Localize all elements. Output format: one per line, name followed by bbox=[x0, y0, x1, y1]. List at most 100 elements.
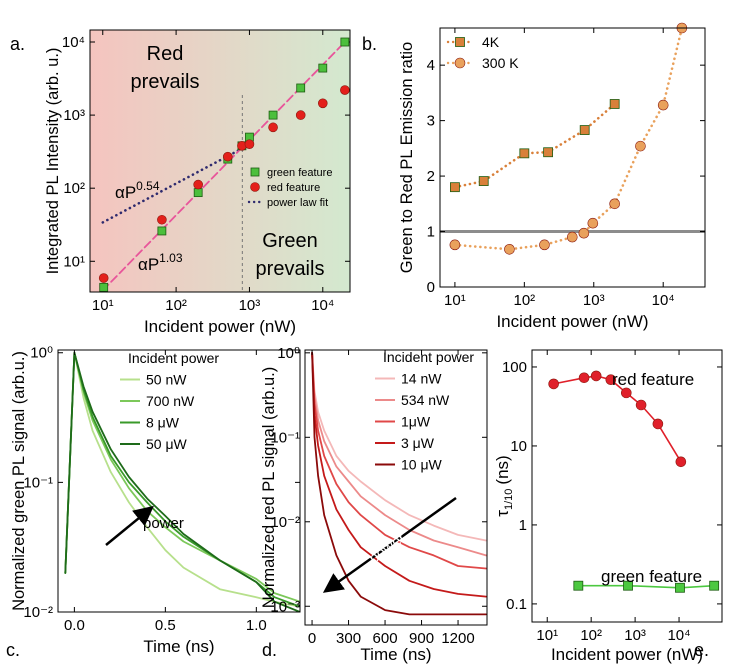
plot-area bbox=[440, 28, 705, 251]
series-line bbox=[101, 147, 244, 224]
marker bbox=[268, 122, 278, 133]
legend-title: Incident power bbox=[383, 349, 474, 365]
marker bbox=[635, 140, 646, 152]
arrow-label: power bbox=[143, 515, 184, 532]
y-tick-label: 10 bbox=[510, 438, 527, 455]
x-tick-label: 900 bbox=[409, 630, 434, 647]
marker bbox=[623, 580, 633, 591]
series-line bbox=[64, 351, 300, 612]
marker bbox=[573, 580, 584, 591]
fit-label: αP0.54 bbox=[115, 179, 160, 202]
x-tick-label: 10² bbox=[513, 292, 535, 309]
x-axis-label: Time (ns) bbox=[143, 637, 214, 656]
y-tick-label: 10⁻³ bbox=[270, 598, 300, 615]
y-tick-label: 10² bbox=[63, 180, 85, 197]
marker bbox=[519, 148, 530, 159]
x-tick-label: 10¹ bbox=[92, 297, 114, 314]
x-axis-label: Incident power (nW) bbox=[551, 645, 703, 664]
y-tick-label: 2 bbox=[427, 168, 435, 185]
y-axis-label: Integrated PL Intensity (arb. u.) bbox=[44, 48, 62, 275]
x-tick-label: 10⁴ bbox=[652, 292, 675, 309]
marker bbox=[652, 418, 664, 430]
region-label: Red bbox=[147, 43, 184, 65]
y-tick-label: 10¹ bbox=[63, 253, 85, 270]
marker bbox=[590, 370, 602, 382]
marker bbox=[244, 139, 255, 149]
y-tick-label: 10⁻² bbox=[23, 604, 53, 621]
series-line bbox=[311, 351, 487, 570]
series-line bbox=[453, 102, 616, 189]
y-tick-label: 4 bbox=[427, 57, 435, 74]
plot-area bbox=[101, 41, 346, 292]
y-tick-label: 10³ bbox=[63, 107, 85, 124]
marker bbox=[449, 239, 461, 251]
marker bbox=[657, 99, 669, 111]
series-line bbox=[64, 351, 300, 608]
marker bbox=[504, 243, 515, 255]
marker bbox=[605, 374, 617, 385]
y-tick-label: 10⁻² bbox=[270, 514, 300, 531]
y-tick-label: 10⁰ bbox=[30, 345, 53, 362]
legend-label: 50 nW bbox=[146, 372, 187, 388]
marker bbox=[295, 110, 306, 120]
legend-label: 4K bbox=[482, 34, 500, 50]
legend-label: 300 K bbox=[482, 55, 519, 71]
y-axis-label-unit: (ns) bbox=[493, 455, 512, 484]
marker bbox=[223, 151, 233, 162]
x-tick-label: 10³ bbox=[624, 627, 646, 644]
legend-label: 700 nW bbox=[146, 393, 195, 409]
y-tick-label: 100 bbox=[502, 359, 527, 376]
marker bbox=[99, 282, 109, 292]
marker bbox=[193, 188, 203, 198]
legend-marker bbox=[250, 167, 260, 177]
panel-label: b. bbox=[362, 34, 377, 54]
marker bbox=[478, 176, 489, 186]
plot-frame bbox=[57, 349, 301, 613]
y-tick-label: 10⁻¹ bbox=[270, 429, 300, 446]
legend-title: Incident power bbox=[128, 350, 219, 366]
x-tick-label: 0 bbox=[308, 630, 316, 647]
marker bbox=[566, 231, 578, 243]
y-tick-label: 10⁻¹ bbox=[23, 474, 53, 491]
legend-label: red feature bbox=[267, 182, 320, 194]
legend-label: 3 μW bbox=[401, 435, 435, 451]
y-tick-label: 0.1 bbox=[506, 596, 527, 613]
panel-label: d. bbox=[262, 640, 277, 660]
x-axis-label: Time (ns) bbox=[360, 645, 431, 664]
marker bbox=[340, 37, 350, 47]
marker bbox=[578, 372, 590, 384]
y-axis-label-sub: 1/10 bbox=[503, 489, 515, 510]
marker bbox=[675, 456, 687, 468]
legend-label: 14 nW bbox=[401, 371, 442, 387]
y-axis-label: Normalized green PL signal (arb.u.) bbox=[10, 351, 28, 611]
x-tick-label: 0.0 bbox=[64, 617, 85, 634]
panel-label: c. bbox=[6, 640, 20, 660]
plot-frame bbox=[89, 29, 351, 293]
y-tick-label: 10⁴ bbox=[62, 34, 85, 51]
marker bbox=[543, 147, 554, 158]
plot-frame bbox=[531, 349, 723, 623]
legend-label: 534 nW bbox=[401, 392, 450, 408]
x-tick-label: 10³ bbox=[583, 292, 605, 309]
x-tick-label: 10³ bbox=[239, 297, 261, 314]
legend-label: 50 μW bbox=[146, 436, 188, 452]
legend-label: green feature bbox=[267, 167, 332, 179]
legend-marker bbox=[454, 57, 466, 69]
series-label: green feature bbox=[601, 567, 702, 586]
marker bbox=[340, 85, 350, 95]
marker bbox=[98, 273, 109, 283]
marker bbox=[548, 378, 559, 390]
marker bbox=[587, 217, 599, 229]
marker bbox=[675, 582, 685, 593]
x-tick-label: 0.5 bbox=[155, 617, 176, 634]
marker bbox=[268, 110, 278, 120]
marker bbox=[609, 198, 620, 210]
panel-label: a. bbox=[10, 34, 25, 54]
fit-label-exponent: 1.03 bbox=[159, 251, 183, 265]
series-line bbox=[311, 351, 487, 616]
marker bbox=[157, 226, 167, 236]
marker bbox=[318, 63, 328, 73]
x-axis-label: Incident power (nW) bbox=[144, 317, 296, 336]
fit-label-base: αP bbox=[115, 183, 136, 202]
